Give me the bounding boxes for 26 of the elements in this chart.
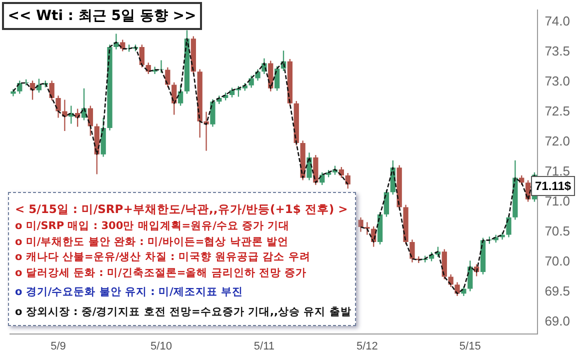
annotation: o 장외시장 : 중/경기지표 호전 전망=수요증가 기대,,상승 유지 출발 <box>15 304 352 320</box>
chart-title: << Wti : 최근 5일 동향 >> <box>2 2 202 30</box>
y-tick-label: 74.0 <box>544 13 570 28</box>
y-tick-label: 73.5 <box>544 43 570 58</box>
annotation: < 5/15일 : 미/SRP+부채한도/낙관,,유가/반등(+1$ 전후) > <box>15 201 349 218</box>
x-tick-label: 5/15 <box>459 340 481 352</box>
annotation: o 달러강세 둔화 : 미/긴축조절론=올해 금리인하 전망 증가 <box>15 266 308 280</box>
x-tick-label: 5/11 <box>254 340 274 352</box>
y-tick-label: 73.0 <box>544 73 570 88</box>
y-tick-label: 72.5 <box>544 103 570 118</box>
annotation: o 미/SRP 매입 : 300만 매입계획=원유/수요 증가 기대 <box>15 219 291 234</box>
x-tick-label: 5/10 <box>150 340 172 352</box>
y-tick-label: 71.5 <box>544 163 570 178</box>
candlestick <box>62 100 68 131</box>
y-tick-label: 71.0 <box>544 193 570 208</box>
y-tick-label: 72.0 <box>544 133 570 148</box>
annotation: 71.11$ <box>535 179 572 193</box>
x-tick-label: 5/12 <box>356 340 378 352</box>
y-tick-label: 69.5 <box>544 283 570 298</box>
annotation: o 미/부채한도 불안 완화 : 미/바이든=협상 낙관론 발언 <box>15 234 290 250</box>
annotation: o 경기/수요둔화 불안 유지 : 미/제조지표 부진 <box>15 285 244 300</box>
annotation: o 캐나다 산불=운유/생산 차질 : 미국향 원유공급 감소 우려 <box>15 250 312 265</box>
y-tick-label: 69.0 <box>544 313 570 328</box>
x-tick-label: 5/9 <box>50 340 66 352</box>
y-tick-label: 70.0 <box>544 253 570 268</box>
y-tick-label: 70.5 <box>544 223 570 238</box>
